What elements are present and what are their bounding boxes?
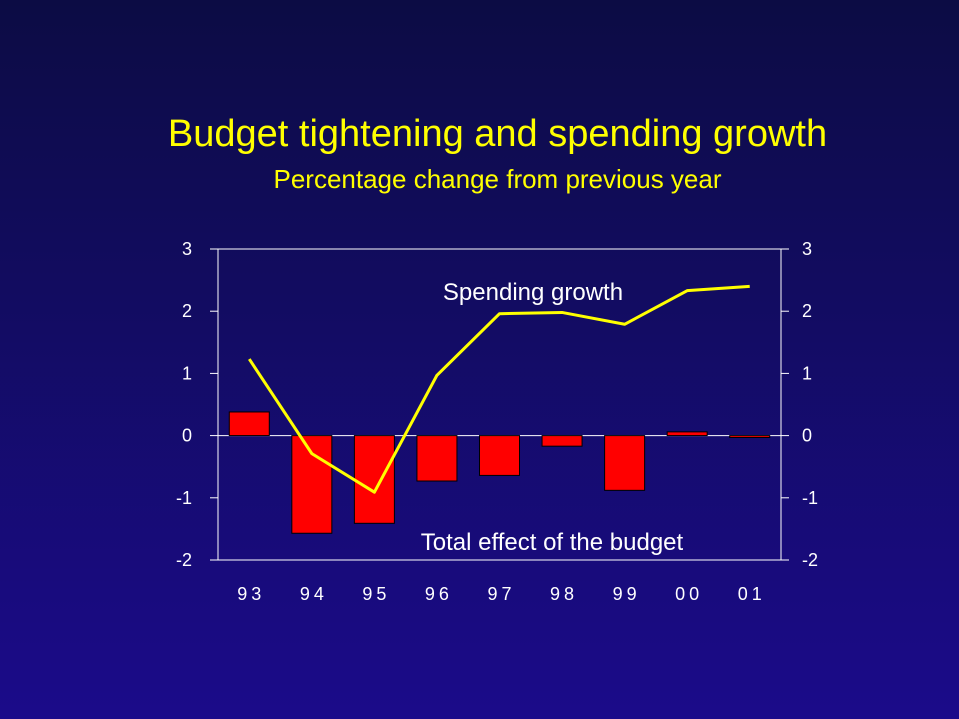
y2-tick-label: -2 bbox=[802, 550, 818, 570]
bar-99 bbox=[604, 435, 646, 491]
x-tick-label: 01 bbox=[738, 584, 766, 604]
y-tick-label: -2 bbox=[176, 550, 192, 570]
y2-tick-label: 1 bbox=[802, 363, 812, 383]
spending-growth-label: Spending growth bbox=[443, 279, 623, 306]
budget-effect-label: Total effect of the budget bbox=[421, 529, 684, 556]
x-tick-label: 94 bbox=[300, 584, 328, 604]
bar-93 bbox=[228, 411, 270, 437]
y-tick-label: 2 bbox=[182, 301, 192, 321]
x-tick-label: 99 bbox=[613, 584, 641, 604]
chart-title: Budget tightening and spending growth bbox=[167, 113, 828, 155]
bar-95 bbox=[353, 435, 395, 524]
bar-94 bbox=[291, 435, 333, 534]
y-tick-label: 0 bbox=[182, 426, 192, 446]
chart-subtitle: Percentage change from previous year bbox=[273, 164, 722, 194]
y2-tick-label: 2 bbox=[802, 301, 812, 321]
y2-tick-label: 0 bbox=[802, 426, 812, 446]
y2-tick-label: 3 bbox=[802, 239, 812, 259]
x-tick-label: 98 bbox=[550, 584, 578, 604]
x-tick-label: 97 bbox=[487, 584, 515, 604]
spending-growth-line bbox=[248, 284, 750, 494]
y-tick-label: -1 bbox=[176, 488, 192, 508]
y-tick-label: 1 bbox=[182, 363, 192, 383]
bar-96 bbox=[416, 435, 458, 482]
bar-01 bbox=[729, 435, 771, 438]
x-tick-label: 96 bbox=[425, 584, 453, 604]
x-tick-label: 93 bbox=[237, 584, 265, 604]
x-tick-label: 95 bbox=[362, 584, 390, 604]
bar-00 bbox=[666, 431, 708, 437]
bar-98 bbox=[541, 435, 583, 447]
y-tick-label: 3 bbox=[182, 239, 192, 259]
bar-97 bbox=[479, 435, 520, 476]
y2-tick-label: -1 bbox=[802, 488, 818, 508]
x-tick-label: 00 bbox=[675, 584, 703, 604]
